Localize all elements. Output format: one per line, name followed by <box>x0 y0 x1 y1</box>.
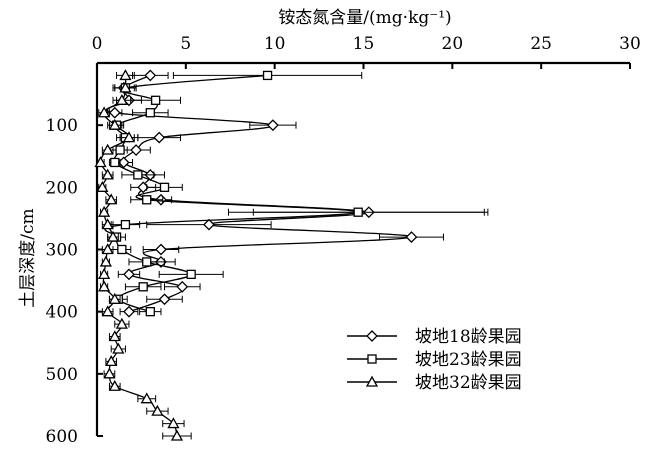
data-point <box>101 218 114 230</box>
data-point <box>119 69 132 81</box>
data-point <box>101 243 114 255</box>
data-point <box>266 119 279 132</box>
y-tick-label: 300 <box>46 241 78 261</box>
data-point <box>123 268 135 281</box>
data-point <box>151 404 164 416</box>
data-point <box>99 255 112 267</box>
data-point <box>105 193 118 205</box>
data-point <box>98 205 111 217</box>
data-point <box>110 157 120 168</box>
y-tick-label: 100 <box>46 116 78 136</box>
data-point <box>130 144 143 156</box>
data-point <box>108 292 121 304</box>
data-point <box>142 257 152 267</box>
data-point <box>123 305 135 318</box>
data-point <box>115 317 128 329</box>
data-point <box>140 392 153 404</box>
data-point <box>145 307 155 317</box>
legend-label: 坡地23龄果园 <box>415 350 522 370</box>
data-point <box>159 182 170 192</box>
data-point <box>405 231 418 243</box>
legend-label: 坡地32龄果园 <box>415 373 522 393</box>
data-point <box>186 269 196 280</box>
data-point <box>108 379 121 391</box>
data-point <box>96 180 109 192</box>
data-point <box>138 282 148 292</box>
data-point <box>112 342 125 354</box>
data-point <box>203 218 215 231</box>
data-point <box>115 93 128 105</box>
data-point <box>145 108 155 118</box>
x-tick-label: 5 <box>180 34 191 54</box>
plot-area <box>94 69 489 441</box>
data-point <box>115 145 125 155</box>
x-tick-label: 0 <box>92 34 103 54</box>
legend-marker <box>366 330 378 342</box>
x-tick-label: 10 <box>264 34 286 54</box>
data-point <box>117 244 127 255</box>
data-point <box>153 131 166 144</box>
series-1 <box>106 69 485 318</box>
data-point <box>105 355 118 367</box>
legend-label: 坡地18龄果园 <box>415 327 522 347</box>
data-point <box>122 131 136 143</box>
y-tick-label: 200 <box>46 178 78 198</box>
y-tick-label: 500 <box>46 365 78 385</box>
series-2 <box>104 70 489 317</box>
axes-group: 0 5 10 15 20 25 30 100 200 300 400 500 600 <box>46 34 641 447</box>
data-point <box>108 118 121 130</box>
data-point <box>101 168 114 180</box>
series-line <box>104 74 359 313</box>
data-point <box>101 143 114 155</box>
y-tick-label: 400 <box>46 303 78 323</box>
data-point <box>108 330 121 342</box>
data-point <box>167 417 180 429</box>
data-point <box>262 70 273 81</box>
y-axis-title: 土层深度/cm <box>18 208 38 307</box>
series-3 <box>94 69 192 441</box>
data-point <box>133 170 143 180</box>
data-point <box>176 280 189 293</box>
x-axis-title: 铵态氮含量/(mg·kg⁻¹) <box>278 8 451 28</box>
x-tick-label: 25 <box>530 34 552 54</box>
data-point <box>98 106 111 118</box>
x-tick-label: 15 <box>353 34 375 54</box>
data-point <box>155 243 167 256</box>
data-point <box>108 106 121 119</box>
data-point <box>150 95 161 105</box>
data-point <box>142 195 152 205</box>
data-point <box>353 207 363 217</box>
data-point <box>98 268 111 280</box>
y-tick-label: 600 <box>46 427 78 447</box>
data-point <box>94 156 107 168</box>
legend-marker <box>365 375 379 387</box>
data-point <box>98 280 111 292</box>
x-tick-label: 30 <box>619 34 641 54</box>
data-point <box>120 219 131 230</box>
data-point <box>101 305 114 317</box>
data-point <box>106 230 120 242</box>
data-point <box>103 367 116 379</box>
data-point <box>119 81 132 93</box>
legend-marker <box>367 354 377 364</box>
x-tick-label: 20 <box>442 34 464 54</box>
data-point <box>158 293 171 306</box>
data-point <box>170 429 184 441</box>
data-point <box>144 69 157 82</box>
